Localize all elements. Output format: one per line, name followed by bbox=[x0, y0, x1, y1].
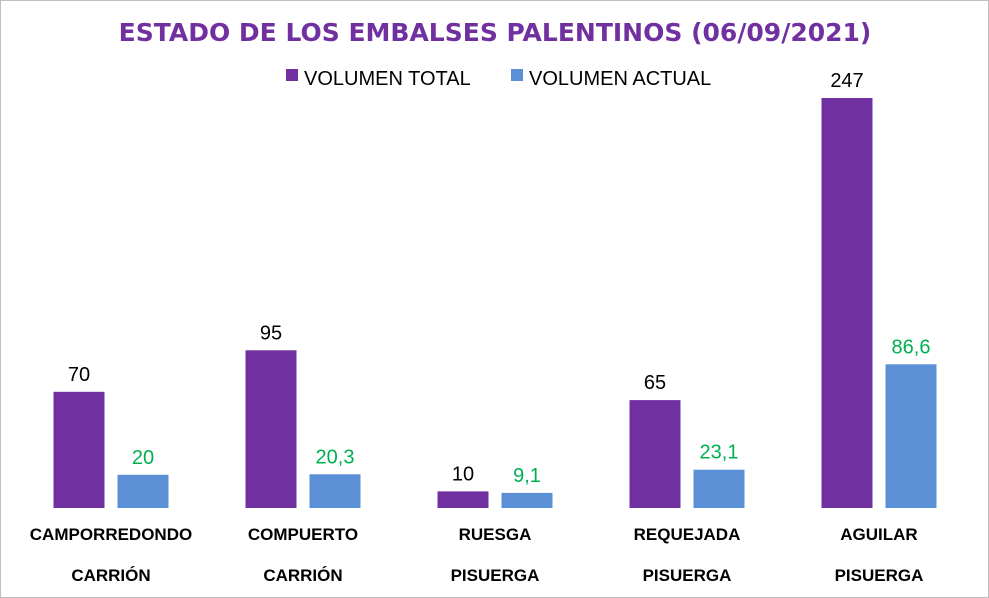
value-labels: 70 20 95 20,3 10 9,1 65 23,1 247 86,6 bbox=[68, 70, 931, 487]
bar-actual-aguilar bbox=[885, 364, 937, 508]
value-label-total-ruesga: 10 bbox=[452, 463, 474, 485]
value-label-actual-camporredondo: 20 bbox=[132, 447, 154, 469]
bar-total-camporredondo bbox=[53, 391, 105, 508]
bar-total-compuerto bbox=[245, 350, 297, 508]
chart-title: ESTADO DE LOS EMBALSES PALENTINOS (06/09… bbox=[119, 18, 872, 47]
bar-actual-compuerto bbox=[309, 474, 361, 508]
bar-group bbox=[53, 98, 937, 508]
bar-actual-requejada bbox=[693, 469, 745, 508]
river-label-requejada: PISUERGA bbox=[643, 566, 732, 585]
legend: VOLUMEN TOTAL VOLUMEN ACTUAL bbox=[286, 68, 711, 90]
legend-label-actual: VOLUMEN ACTUAL bbox=[529, 68, 711, 90]
legend-swatch-total bbox=[286, 69, 298, 81]
value-label-total-compuerto: 95 bbox=[260, 322, 282, 344]
value-label-actual-compuerto: 20,3 bbox=[316, 446, 355, 468]
bar-total-requejada bbox=[629, 400, 681, 508]
value-label-total-aguilar: 247 bbox=[830, 70, 863, 92]
river-label-ruesga: PISUERGA bbox=[451, 566, 540, 585]
value-label-total-requejada: 65 bbox=[644, 372, 666, 394]
legend-swatch-actual bbox=[511, 69, 523, 81]
value-label-actual-ruesga: 9,1 bbox=[513, 465, 541, 487]
river-label-aguilar: PISUERGA bbox=[835, 566, 924, 585]
category-label-aguilar: AGUILAR bbox=[840, 525, 917, 544]
value-label-actual-aguilar: 86,6 bbox=[892, 336, 931, 358]
category-labels: CAMPORREDONDO CARRIÓN COMPUERTO CARRIÓN RUES… bbox=[30, 525, 924, 585]
category-label-camporredondo: CAMPORREDONDO bbox=[30, 525, 192, 544]
bar-total-aguilar bbox=[821, 98, 873, 508]
river-label-camporredondo: CARRIÓN bbox=[71, 566, 150, 585]
bar-total-ruesga bbox=[437, 491, 489, 508]
bar-actual-ruesga bbox=[501, 492, 553, 508]
bar-actual-camporredondo bbox=[117, 474, 169, 508]
category-label-compuerto: COMPUERTO bbox=[248, 525, 358, 544]
category-label-ruesga: RUESGA bbox=[459, 525, 532, 544]
category-label-requejada: REQUEJADA bbox=[634, 525, 741, 544]
legend-label-total: VOLUMEN TOTAL bbox=[304, 68, 471, 90]
river-label-compuerto: CARRIÓN bbox=[263, 566, 342, 585]
value-label-actual-requejada: 23,1 bbox=[700, 442, 739, 464]
value-label-total-camporredondo: 70 bbox=[68, 364, 90, 386]
